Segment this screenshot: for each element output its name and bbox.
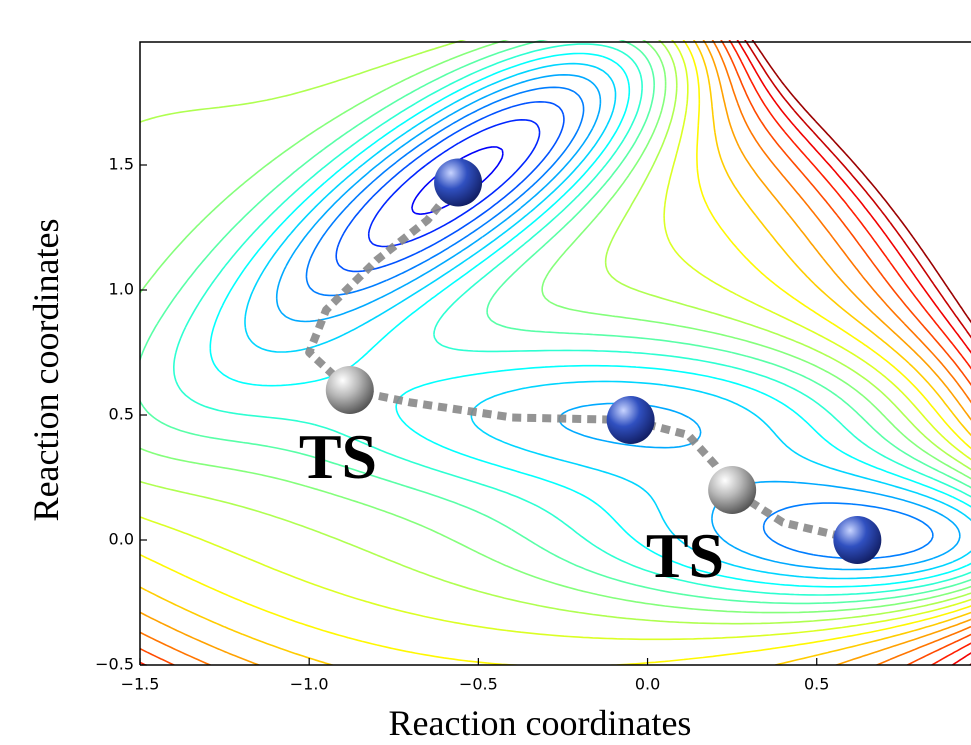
minimum xyxy=(833,516,882,564)
axes-frame xyxy=(139,41,971,666)
annotation: TS xyxy=(299,421,377,492)
y-tick-label: 0.0 xyxy=(109,530,134,549)
transition-state xyxy=(708,466,757,514)
y-tick-label: 1.5 xyxy=(109,155,134,174)
contour-line xyxy=(140,40,971,665)
minimum xyxy=(606,396,655,444)
transition-state xyxy=(325,366,374,414)
contour-line xyxy=(140,40,971,625)
x-tick-label: 0.0 xyxy=(635,675,660,694)
contour-line xyxy=(140,40,971,665)
annotation: TS xyxy=(646,520,724,591)
x-axis-label: Reaction coordinates xyxy=(389,703,692,743)
marks xyxy=(305,158,882,564)
contour-line xyxy=(140,40,971,605)
y-tick-label: 1.0 xyxy=(109,280,134,299)
contour-line xyxy=(140,40,971,665)
contour-line xyxy=(140,40,971,665)
contour-line xyxy=(140,40,971,665)
contour-line xyxy=(209,52,971,588)
reaction-path xyxy=(305,179,859,544)
contour-line xyxy=(744,40,971,665)
contour-line xyxy=(140,40,971,614)
contour-line xyxy=(367,119,541,248)
contour-lines xyxy=(140,40,971,665)
contour-line xyxy=(275,74,961,571)
contour-line xyxy=(140,40,971,665)
contour-line xyxy=(244,62,971,580)
y-tick-label: −0.5 xyxy=(95,655,134,674)
contour-line xyxy=(140,40,971,641)
minimum xyxy=(434,158,483,207)
x-tick-label: 0.5 xyxy=(804,675,829,694)
contour-line xyxy=(173,43,971,596)
y-axis-label: Reaction coordinates xyxy=(26,219,66,522)
x-tick-label: −0.5 xyxy=(459,675,498,694)
contour-line xyxy=(751,40,971,324)
x-tick-label: −1.0 xyxy=(290,675,329,694)
contour-line xyxy=(736,40,971,665)
x-tick-label: −1.5 xyxy=(121,675,160,694)
y-tick-label: 0.5 xyxy=(109,405,134,424)
